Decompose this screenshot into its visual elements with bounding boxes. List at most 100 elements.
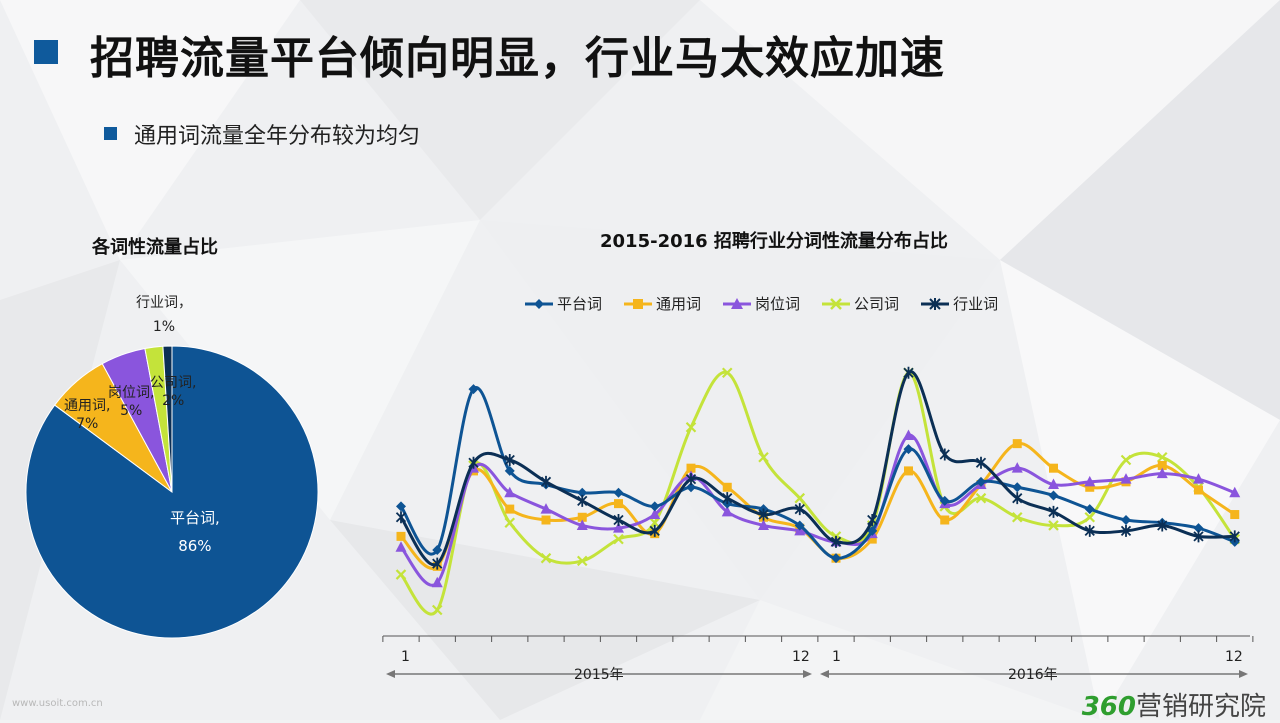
data-point-position (1084, 475, 1096, 487)
data-point-position (613, 522, 624, 533)
data-point-industry (649, 524, 660, 537)
pie-label-position: 岗位词, 5% (108, 384, 154, 420)
data-point-position (540, 503, 552, 514)
data-point-industry (975, 456, 987, 469)
pie-label-company-pct: 2% (162, 393, 185, 409)
pie-label-general: 通用词, 7% (64, 397, 110, 433)
data-point-industry (1048, 505, 1059, 518)
data-point-company (395, 569, 407, 580)
watermark: www.usoit.com.cn (12, 698, 103, 709)
data-point-platform (831, 553, 841, 564)
data-point-industry (432, 557, 443, 570)
data-point-industry (1157, 519, 1168, 532)
data-point-general (1085, 482, 1095, 492)
data-point-industry (939, 448, 950, 461)
legend-label-company: 公司词 (854, 295, 900, 313)
legend-label-industry: 行业词 (953, 295, 999, 313)
data-point-platform (468, 384, 479, 395)
data-point-position (903, 429, 914, 440)
data-point-company (1011, 511, 1023, 523)
data-point-platform (649, 501, 660, 512)
data-point-industry (758, 508, 769, 521)
series-line-general (399, 442, 1236, 570)
bullet-text: 通用词流量全年分布较为均匀 (134, 124, 421, 149)
legend-item-company: 公司词 (822, 293, 899, 314)
pie-label-company-name: 公司词, (150, 375, 197, 391)
data-point-general (614, 499, 623, 509)
legend-label-position: 岗位词 (755, 295, 801, 313)
pie-label-position-pct: 5% (120, 403, 143, 419)
data-point-industry (722, 492, 733, 505)
legend-marker-x-icon (822, 297, 851, 310)
data-point-platform (613, 487, 624, 498)
x-tick-2016-start: 1 (832, 649, 841, 665)
data-point-company (504, 517, 516, 529)
logo-text: 营销研究院 (1135, 692, 1266, 722)
data-point-general (686, 463, 696, 473)
data-point-platform (794, 520, 805, 531)
data-point-company (613, 533, 624, 545)
year-range-arrow-2015 (386, 670, 812, 678)
bullet-marker (104, 127, 117, 140)
legend-label-platform: 平台词 (557, 295, 603, 313)
x-tick-2015-start: 1 (401, 649, 410, 665)
legend-label-general: 通用词 (656, 295, 702, 313)
data-point-industry (1084, 524, 1095, 537)
data-point-position (758, 519, 769, 530)
series-line-position (399, 433, 1236, 587)
data-point-general (505, 504, 515, 514)
data-point-industry (395, 511, 407, 524)
data-point-general (396, 531, 406, 541)
legend-marker-star-icon (921, 297, 950, 310)
pie-label-industry-pct: 1% (152, 319, 176, 335)
data-point-position (1156, 467, 1168, 479)
data-point-platform (504, 465, 515, 476)
data-point-general (940, 515, 950, 525)
data-point-industry (794, 503, 805, 516)
data-point-platform (1121, 515, 1131, 525)
data-point-general (904, 466, 913, 476)
data-point-platform (432, 545, 443, 555)
pie-label-general-pct: 7% (76, 416, 99, 432)
data-point-industry (903, 366, 914, 379)
data-point-company (721, 367, 733, 379)
pie-chart-title: 各词性流量占比 (92, 237, 218, 258)
series-line-company (399, 370, 1236, 616)
data-point-general (1012, 439, 1022, 449)
data-point-platform (903, 444, 914, 455)
data-point-company (1084, 511, 1096, 523)
x-tick-2015-end: 12 (792, 649, 810, 665)
x-group-2015: 2015年 (574, 667, 624, 683)
data-point-company (975, 492, 987, 504)
data-point-company (649, 517, 661, 529)
data-point-industry (1193, 530, 1204, 543)
data-point-general (1194, 485, 1203, 495)
legend-item-platform: 平台词 (525, 293, 602, 314)
data-point-general (1157, 460, 1167, 470)
pie-label-industry: 行业词， 1% (136, 294, 192, 336)
data-point-general (541, 515, 551, 525)
data-point-general (722, 482, 732, 492)
legend-item-position: 岗位词 (723, 293, 800, 314)
data-point-company (576, 555, 588, 567)
data-point-industry (1229, 530, 1240, 543)
data-point-position (1011, 462, 1023, 473)
data-point-position (1048, 478, 1059, 490)
legend-marker-square-icon (624, 298, 653, 309)
data-point-company (431, 604, 443, 616)
data-point-platform (976, 476, 986, 487)
data-point-position (1229, 486, 1241, 498)
data-point-position (504, 486, 516, 498)
data-point-platform (396, 501, 406, 512)
data-point-company (758, 451, 769, 463)
data-point-position (1193, 473, 1204, 484)
legend-marker-diamond-icon (525, 298, 553, 309)
data-point-company (685, 421, 697, 433)
pie-label-general-name: 通用词, (64, 398, 111, 414)
data-point-industry (1120, 524, 1132, 537)
data-point-platform (1048, 490, 1059, 501)
data-point-company (794, 492, 806, 504)
line-chart-title: 2015-2016 招聘行业分词性流量分布占比 (600, 231, 948, 252)
legend-item-general: 通用词 (624, 293, 701, 314)
